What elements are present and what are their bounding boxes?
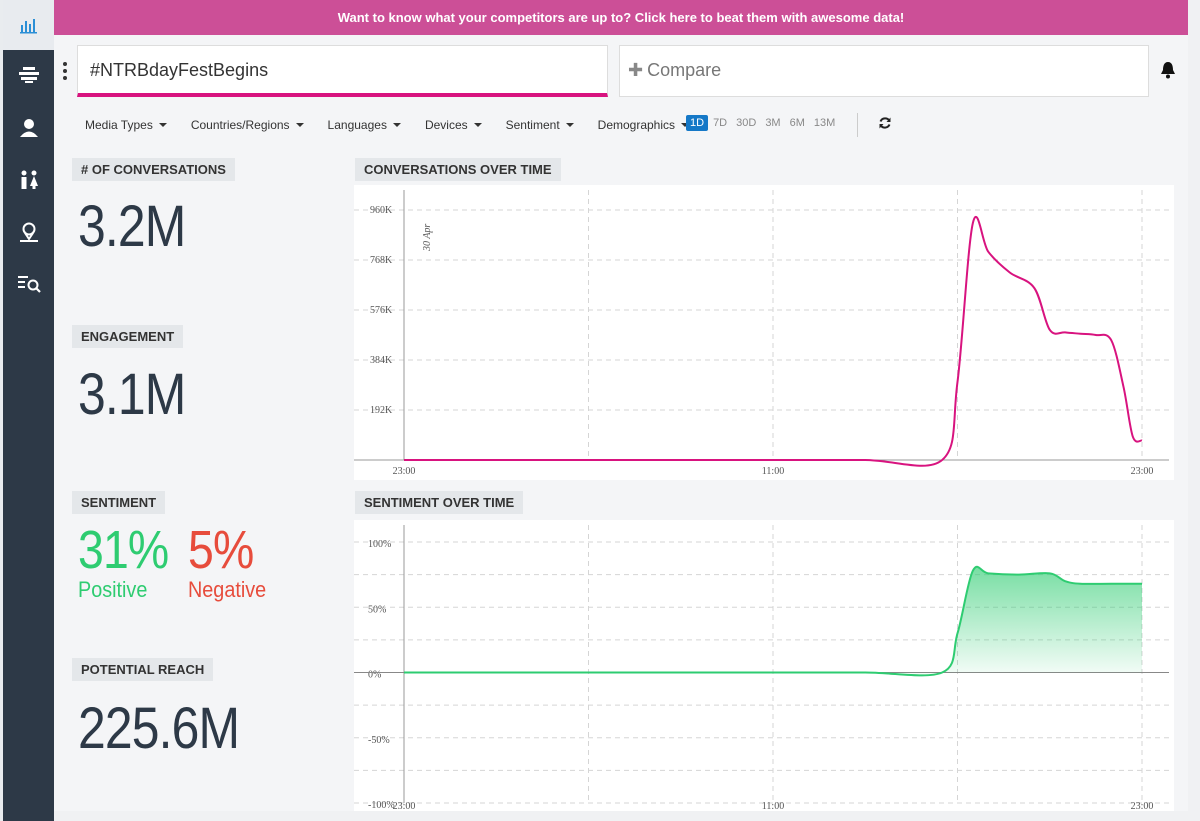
sidebar: [0, 0, 54, 821]
x-tick-label: 11:00: [762, 466, 784, 477]
conversations-chart: 192K 384K 576K 768K 960K 30 Apr 23:00 11:00 23:0…: [354, 185, 1174, 480]
y-tick-label: 100%: [368, 539, 391, 550]
sidebar-item-demographics[interactable]: [3, 155, 54, 205]
y-tick-label: 576K: [370, 305, 393, 316]
negative-value: 5%: [188, 520, 254, 580]
refresh-icon[interactable]: [878, 116, 892, 135]
positive-sentiment: 31% Positive: [78, 519, 183, 603]
filter-languages[interactable]: Languages: [328, 118, 401, 132]
reach-label: POTENTIAL REACH: [72, 658, 214, 681]
more-options-icon[interactable]: [62, 62, 68, 83]
user-icon: [19, 119, 38, 137]
period-3m[interactable]: 3M: [765, 117, 781, 129]
period-selector: 1D 7D 30D 3M 6M 13M: [686, 115, 840, 131]
y-tick-label: 384K: [370, 355, 393, 366]
period-6m[interactable]: 6M: [789, 117, 805, 129]
sentiment-area: [404, 566, 1142, 676]
sentiment-chart-title: SENTIMENT OVER TIME: [355, 491, 524, 514]
x-tick-label: 23:00: [1131, 801, 1154, 811]
compare-input[interactable]: ✚ Compare: [619, 45, 1149, 97]
y-tick-label: 768K: [370, 255, 393, 266]
negative-label: Negative: [188, 577, 267, 602]
caret-down-icon: [473, 123, 482, 127]
filter-bar: Media Types Countries/Regions Languages …: [85, 115, 713, 135]
sentiment-label: SENTIMENT: [72, 491, 166, 514]
y-tick-label: 960K: [370, 205, 393, 216]
plus-icon: ✚: [628, 60, 644, 80]
period-1d[interactable]: 1D: [686, 115, 709, 131]
search-input[interactable]: #NTRBdayFestBegins: [77, 45, 608, 97]
toolbar-divider: [857, 113, 858, 137]
chart-background: [354, 185, 1174, 480]
main-content: #NTRBdayFestBegins ✚ Compare Media Types …: [54, 35, 1188, 811]
conversations-label: # OF CONVERSATIONS: [72, 158, 235, 181]
sidebar-item-dashboard[interactable]: [3, 0, 54, 50]
caret-down-icon: [158, 123, 167, 127]
search-list-icon: [17, 276, 41, 293]
sidebar-item-audience[interactable]: [3, 103, 54, 153]
promo-banner[interactable]: Want to know what your competitors are u…: [54, 0, 1188, 35]
y-tick-label: -50%: [368, 735, 390, 746]
sentiment-chart: 100%50%0%-50%-100%23:00 11:00 23:00: [354, 520, 1174, 811]
conversations-value: 3.2M: [78, 194, 186, 259]
period-7d[interactable]: 7D: [713, 117, 728, 129]
engagement-value: 3.1M: [78, 362, 186, 427]
caret-down-icon: [392, 123, 401, 127]
conversations-chart-title: CONVERSATIONS OVER TIME: [355, 158, 561, 181]
caret-down-icon: [565, 123, 574, 127]
positive-label: Positive: [78, 577, 148, 602]
y-tick-label: 192K: [370, 405, 393, 416]
filter-demographics[interactable]: Demographics: [598, 118, 690, 132]
sidebar-item-locations[interactable]: [3, 207, 54, 257]
x-tick-label: 23:00: [393, 801, 416, 811]
positive-value: 31%: [78, 520, 169, 580]
bar-chart-icon: [19, 19, 37, 34]
x-tick-label: 23:00: [1131, 466, 1154, 477]
caret-down-icon: [681, 123, 690, 127]
filter-devices[interactable]: Devices: [425, 118, 482, 132]
date-annotation: 30 Apr: [422, 224, 433, 252]
filter-media-types[interactable]: Media Types: [85, 118, 167, 132]
y-tick-label: 50%: [368, 604, 386, 615]
period-30d[interactable]: 30D: [736, 117, 757, 129]
location-pin-icon: [19, 222, 38, 242]
negative-sentiment: 5% Negative: [188, 519, 275, 603]
sidebar-item-search[interactable]: [3, 259, 54, 309]
reach-value: 225.6M: [78, 696, 240, 761]
y-tick-label: -100%: [368, 800, 395, 811]
period-13m[interactable]: 13M: [813, 117, 836, 129]
filter-countries[interactable]: Countries/Regions: [191, 118, 304, 132]
y-tick-label: 0%: [368, 670, 381, 681]
stream-icon: [18, 67, 39, 83]
x-tick-label: 23:00: [393, 466, 416, 477]
people-icon: [21, 170, 38, 189]
compare-placeholder: Compare: [647, 60, 722, 80]
sidebar-item-stream[interactable]: [3, 50, 54, 100]
sentiment-series-line: [404, 565, 1142, 677]
x-tick-label: 11:00: [762, 801, 784, 811]
engagement-label: ENGAGEMENT: [72, 325, 184, 348]
filter-sentiment[interactable]: Sentiment: [506, 118, 574, 132]
conversations-series-line: [403, 215, 1143, 467]
bell-icon[interactable]: [1160, 61, 1176, 84]
caret-down-icon: [295, 123, 304, 127]
